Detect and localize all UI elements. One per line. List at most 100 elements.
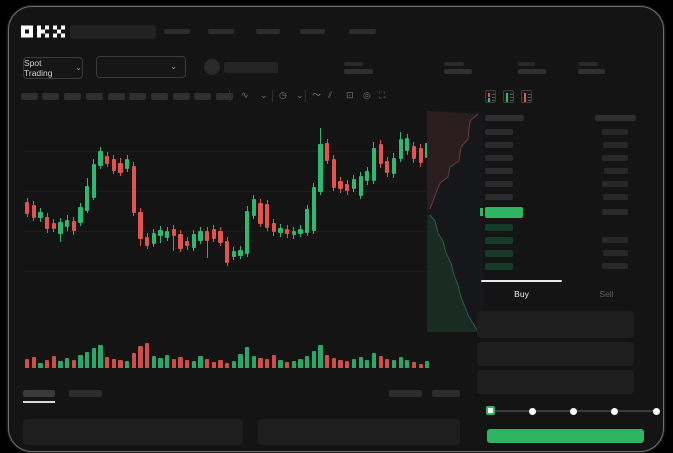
nav-item-placeholder[interactable] xyxy=(349,29,376,34)
candlestick-chart[interactable] xyxy=(21,109,430,337)
ask-price-bar[interactable] xyxy=(485,129,513,135)
stat-value-placeholder xyxy=(444,69,472,74)
volume-bar xyxy=(245,347,250,368)
pair-name-placeholder[interactable] xyxy=(224,62,278,73)
volume-bar xyxy=(151,356,156,368)
candle-body xyxy=(231,251,236,257)
bid-price-bar[interactable] xyxy=(485,263,513,270)
icon-line xyxy=(528,94,531,95)
orderbook-last-price[interactable] xyxy=(485,207,523,218)
volume-bar xyxy=(25,359,30,368)
slider-handle[interactable] xyxy=(486,406,495,415)
icon-accent xyxy=(488,93,490,97)
candle-body xyxy=(91,164,96,198)
toolbar-separator xyxy=(229,90,230,102)
ask-price-bar[interactable] xyxy=(485,168,513,174)
volume-bar xyxy=(158,358,163,368)
pair-dropdown[interactable]: ⌄ xyxy=(96,56,186,78)
timeframe-button-placeholder[interactable] xyxy=(129,93,146,100)
candle-body xyxy=(258,203,263,224)
timeframe-button-placeholder[interactable] xyxy=(194,93,211,100)
timeframe-button-placeholder[interactable] xyxy=(86,93,103,100)
bid-price-bar[interactable] xyxy=(485,250,513,257)
timeframe-button-placeholder[interactable] xyxy=(21,93,38,100)
volume-bar xyxy=(311,351,316,368)
slider-step-dot[interactable] xyxy=(652,407,660,415)
candle-body xyxy=(245,211,250,254)
timeframe-button-placeholder[interactable] xyxy=(42,93,59,100)
tab-sell[interactable]: Sell xyxy=(599,289,614,299)
bid-amount-bar xyxy=(602,237,628,243)
volume-bar xyxy=(345,361,350,368)
nav-item-placeholder[interactable] xyxy=(256,29,280,34)
candle-body xyxy=(325,143,330,161)
bottom-action-placeholder[interactable] xyxy=(389,390,422,397)
orderbook-amount-header xyxy=(595,115,636,121)
nav-item-placeholder[interactable] xyxy=(164,29,190,34)
market-type-selector[interactable]: Spot Trading ⌄ xyxy=(23,57,83,79)
candle-body xyxy=(405,138,410,151)
volume-bar xyxy=(365,360,370,368)
okx-logo[interactable] xyxy=(21,25,65,38)
candle-body xyxy=(71,221,76,231)
tab-buy[interactable]: Buy xyxy=(514,289,529,299)
timeframe-button-placeholder[interactable] xyxy=(108,93,125,100)
total-field[interactable] xyxy=(477,370,634,394)
volume-bar xyxy=(351,359,357,368)
ask-price-bar[interactable] xyxy=(485,155,513,161)
slider-step-dot[interactable] xyxy=(528,407,536,415)
bottom-tab-placeholder[interactable] xyxy=(23,390,55,397)
book-view-asks[interactable] xyxy=(521,90,532,103)
buy-submit-button[interactable] xyxy=(487,429,644,443)
candle-body xyxy=(98,151,103,166)
volume-bar xyxy=(198,356,203,368)
bid-price-bar[interactable] xyxy=(485,224,513,231)
slider-step-dot[interactable] xyxy=(611,407,619,415)
bottom-tab-placeholder[interactable] xyxy=(69,390,102,397)
nav-item-placeholder[interactable] xyxy=(300,29,325,34)
ask-amount-bar xyxy=(603,194,628,200)
candle-body xyxy=(398,139,403,159)
orderbook-last-amount xyxy=(602,209,628,215)
candle-body xyxy=(358,176,363,196)
book-view-bids[interactable] xyxy=(503,90,514,103)
candle-body xyxy=(238,250,243,256)
chart-gridline xyxy=(23,271,426,272)
candle-body xyxy=(418,148,423,163)
bid-price-bar[interactable] xyxy=(485,237,513,244)
timeframe-button-placeholder[interactable] xyxy=(151,93,168,100)
drawing-tools-icon[interactable]: ⫽ xyxy=(328,90,333,100)
bottom-action-placeholder[interactable] xyxy=(432,390,460,397)
line-style-icon[interactable]: ∿ xyxy=(241,90,249,100)
timeframe-button-placeholder[interactable] xyxy=(173,93,190,100)
candle-body xyxy=(65,220,70,227)
settings-icon[interactable]: ◎ xyxy=(363,90,371,100)
ask-price-bar[interactable] xyxy=(485,194,513,200)
volume-bar xyxy=(118,360,123,368)
ask-price-bar[interactable] xyxy=(485,142,513,148)
amount-field[interactable] xyxy=(477,342,634,366)
timeframe-button-placeholder[interactable] xyxy=(64,93,81,100)
fullscreen-icon[interactable]: ⛶ xyxy=(379,90,386,100)
volume-bar xyxy=(138,346,143,368)
slider-step-dot[interactable] xyxy=(570,407,577,415)
header-search-input[interactable] xyxy=(70,25,156,39)
timeframe-button-placeholder[interactable] xyxy=(216,93,233,100)
interval-clock-icon[interactable]: ◷ xyxy=(279,90,287,100)
indicators-icon[interactable]: 〜 xyxy=(312,90,322,100)
candle-body xyxy=(178,234,183,249)
screenshot-icon[interactable]: ⊡ xyxy=(346,90,354,100)
volume-bar xyxy=(371,353,377,368)
price-field[interactable] xyxy=(477,311,634,338)
volume-bar xyxy=(125,361,130,368)
style-chevron-icon[interactable]: ⌄ xyxy=(260,90,268,100)
candle-body xyxy=(51,223,56,229)
interval-chevron-icon[interactable]: ⌄ xyxy=(296,90,304,100)
ask-price-bar[interactable] xyxy=(485,181,513,187)
candle-body xyxy=(331,159,336,188)
chevron-down-icon: ⌄ xyxy=(75,63,82,72)
book-view-both[interactable] xyxy=(485,90,496,103)
volume-bar xyxy=(211,362,216,368)
nav-item-placeholder[interactable] xyxy=(208,29,234,34)
